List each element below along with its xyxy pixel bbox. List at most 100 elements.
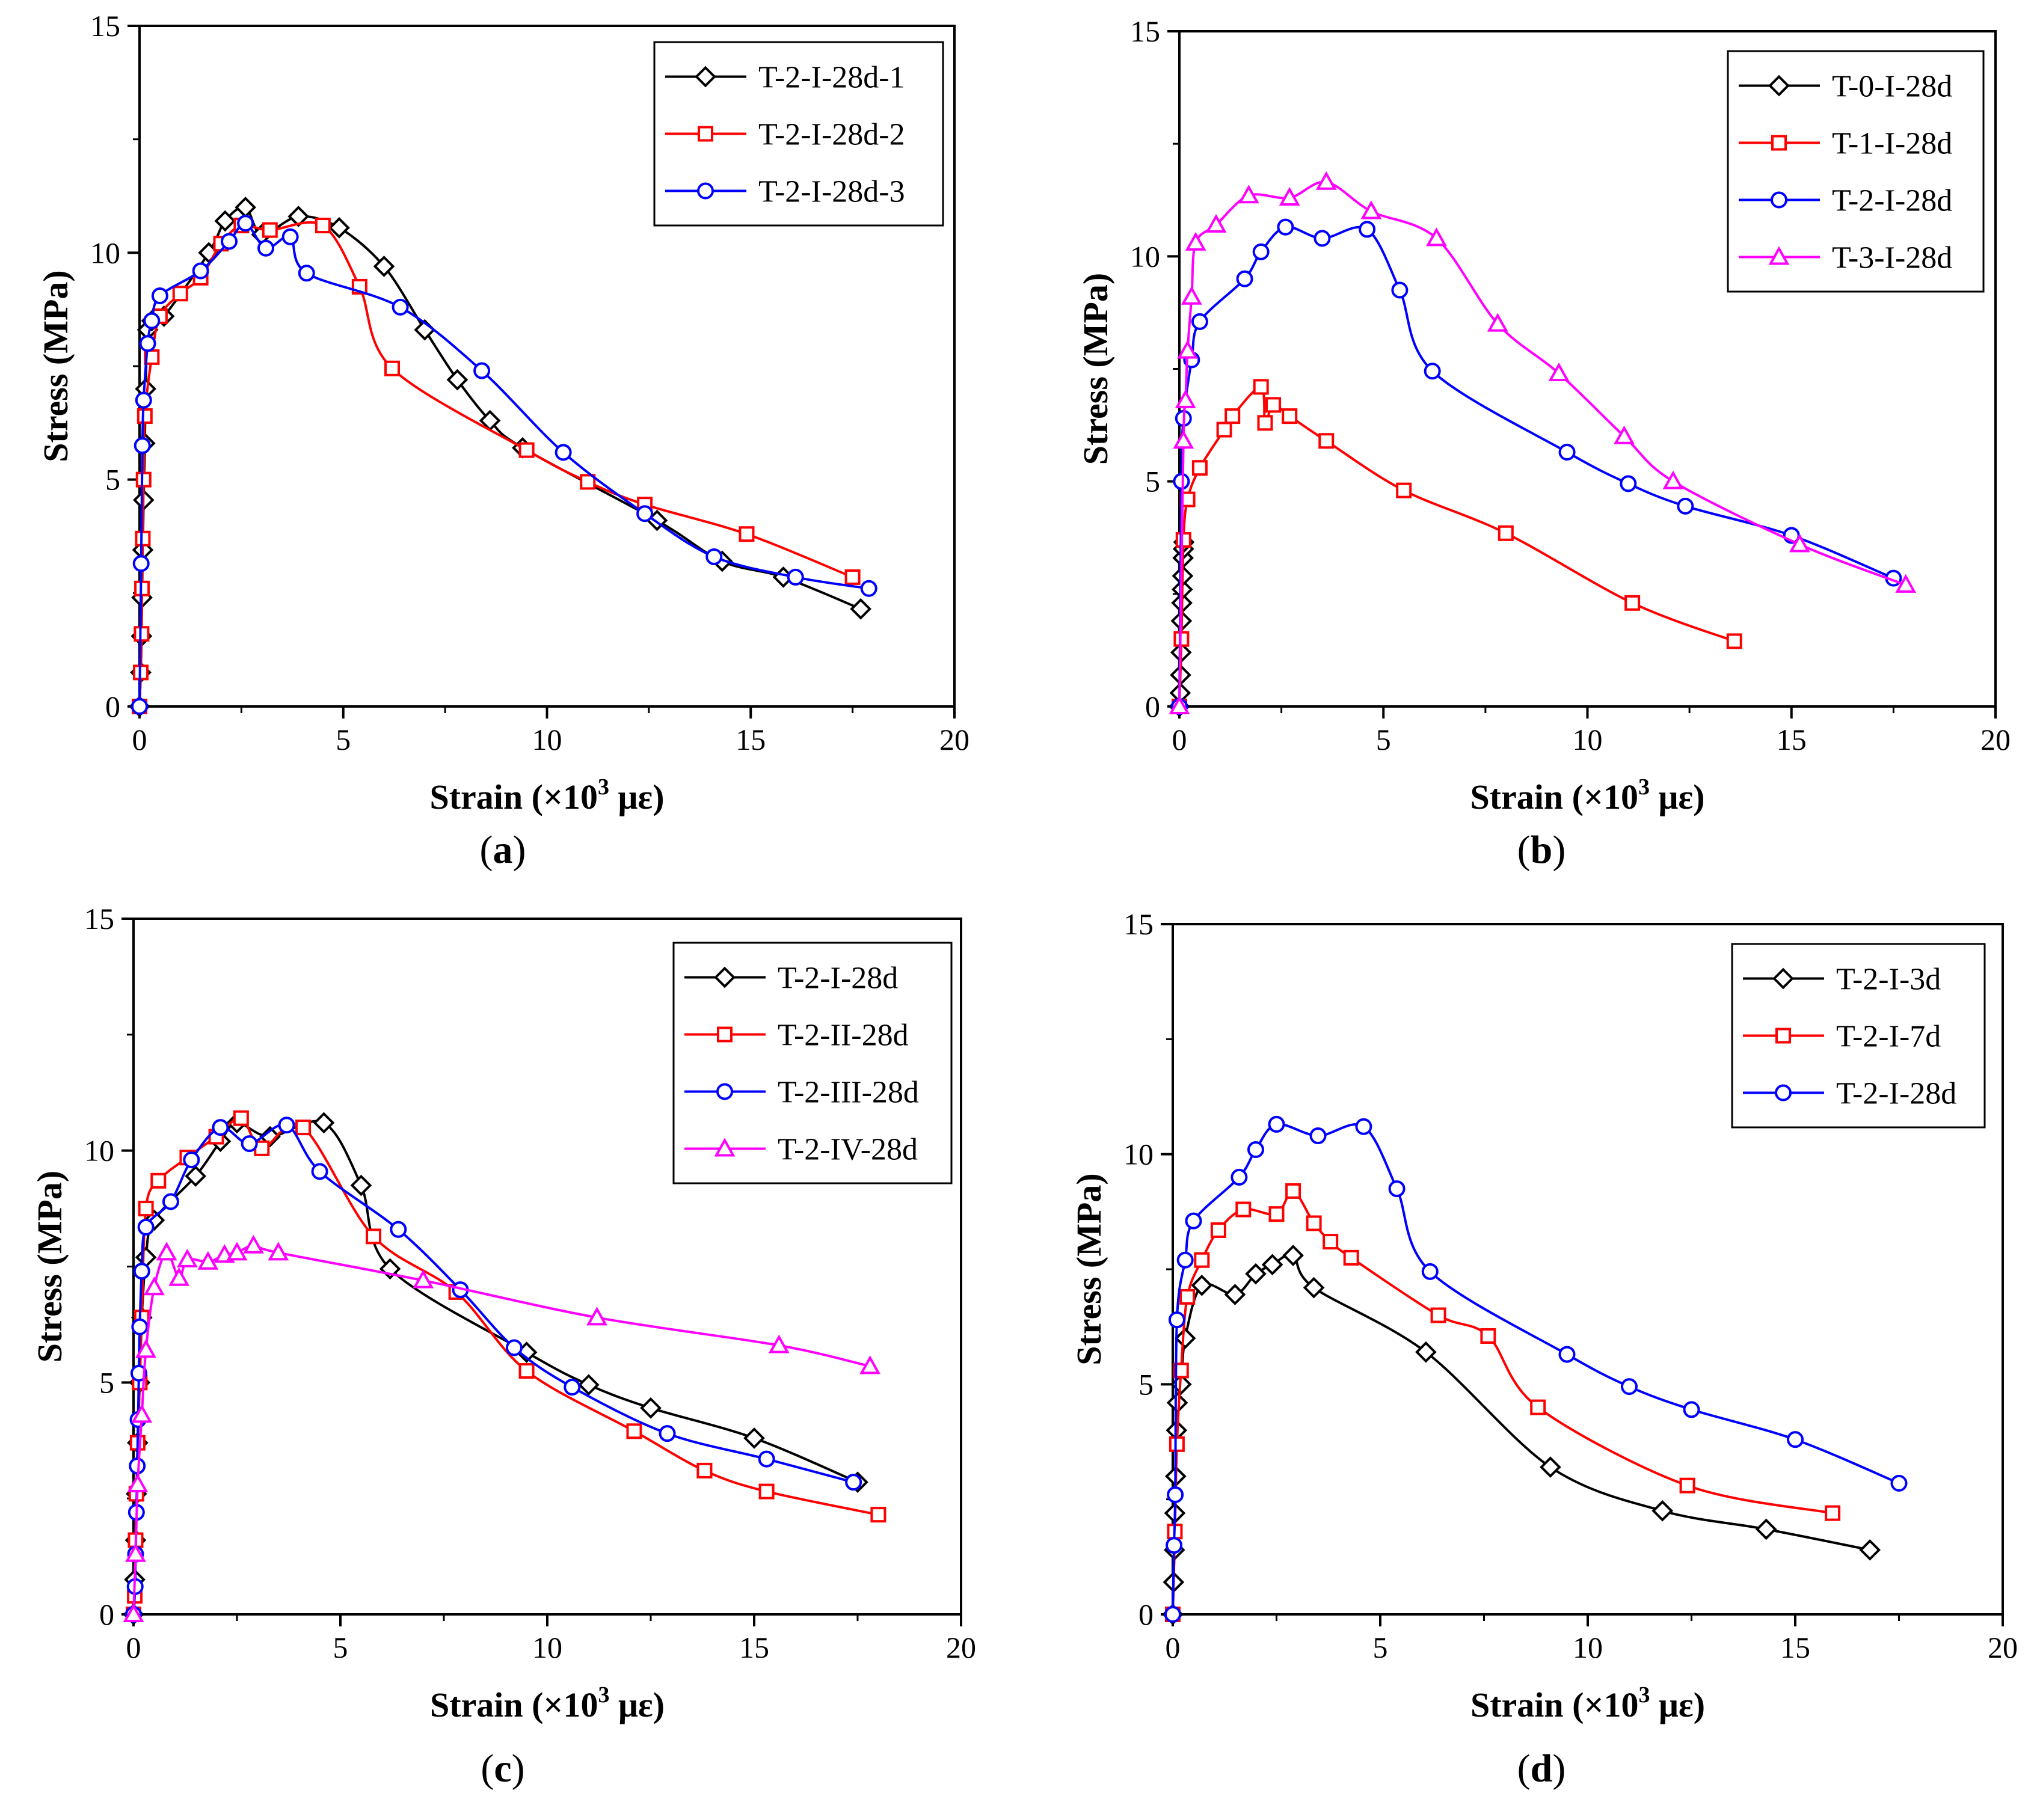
- data-point: [1253, 379, 1269, 395]
- series-line: [1172, 1123, 1900, 1615]
- x-tick-label: 20: [939, 723, 969, 756]
- data-point: [1558, 444, 1576, 461]
- data-point: [1245, 1263, 1267, 1285]
- series-T-2-I-7d: [1165, 1183, 1841, 1622]
- x-tick-label: 15: [1777, 723, 1807, 756]
- data-point: [696, 1462, 713, 1478]
- x-axis-title-unit: με): [1650, 777, 1704, 817]
- data-point: [1231, 1168, 1248, 1186]
- x-tick-label: 15: [736, 723, 766, 756]
- legend-label: T-0-I-28d: [1832, 70, 1952, 104]
- data-point: [1279, 186, 1300, 206]
- data-point: [1166, 1537, 1183, 1554]
- data-point: [659, 1425, 676, 1442]
- legend-label: T-2-I-3d: [1836, 963, 1941, 997]
- data-point: [150, 1172, 167, 1189]
- data-point: [1173, 473, 1190, 490]
- data-point: [1175, 532, 1191, 548]
- legend-box: [672, 942, 953, 1184]
- data-point: [366, 1228, 382, 1245]
- data-point: [298, 265, 315, 282]
- data-point: [1391, 281, 1409, 299]
- legend-label: T-2-I-28d: [1832, 184, 1952, 218]
- data-point: [287, 206, 310, 227]
- data-point: [860, 580, 877, 597]
- x-tick-label: 10: [532, 1631, 562, 1664]
- data-point: [1224, 1284, 1246, 1305]
- legend-box: [1727, 50, 1985, 293]
- data-point: [1282, 1245, 1304, 1266]
- y-tick-label: 15: [84, 902, 114, 936]
- data-point: [1235, 1201, 1252, 1218]
- data-point: [350, 1174, 372, 1196]
- data-point: [1167, 1486, 1184, 1504]
- data-point: [235, 197, 256, 218]
- data-point: [1179, 1288, 1196, 1305]
- legend-marker: [716, 1083, 733, 1100]
- x-tick-label: 10: [1573, 1631, 1603, 1664]
- data-point: [131, 1318, 149, 1335]
- data-point: [268, 1242, 289, 1261]
- legend: T-2-I-28d T-2-II-28d T-2-III-28d T-2-IV-28d: [672, 942, 953, 1184]
- x-axis-title-unit: με): [609, 777, 664, 817]
- data-point: [1185, 231, 1206, 251]
- data-point: [135, 471, 152, 488]
- data-point: [739, 526, 755, 542]
- chart-panel-a: 0 5 10 15 20 0 5 10 15 Strain (×103 με) Stress (MP…: [36, 9, 969, 872]
- data-point: [1205, 213, 1227, 233]
- panel-label-open: (: [481, 1747, 494, 1791]
- data-point: [143, 1276, 165, 1296]
- y-tick-label: 0: [1138, 1598, 1154, 1631]
- y-tick-label: 10: [90, 236, 120, 269]
- data-point: [1430, 1307, 1446, 1323]
- series-T-2-III-28d: [125, 1117, 862, 1623]
- data-point: [845, 1474, 862, 1491]
- data-point: [162, 1193, 179, 1210]
- legend-label: T-2-IV-28d: [778, 1133, 918, 1167]
- data-point: [1277, 218, 1294, 236]
- data-point: [1360, 200, 1382, 219]
- legend-marker: [697, 182, 714, 200]
- data-point: [313, 1112, 335, 1134]
- y-tick-label: 5: [99, 1365, 114, 1399]
- series-line: [132, 1244, 871, 1615]
- data-point: [233, 1110, 249, 1126]
- x-axis-title: Strain (×103 με): [430, 1682, 665, 1724]
- data-point: [1224, 408, 1241, 424]
- y-tick-label: 10: [1123, 1138, 1154, 1171]
- data-point: [1498, 525, 1514, 541]
- data-point: [185, 1165, 207, 1187]
- series-T-2-I-28d: [1164, 1115, 1908, 1623]
- data-point: [139, 335, 156, 352]
- data-point: [192, 262, 209, 280]
- legend-marker: [698, 126, 713, 142]
- data-point: [1540, 1456, 1561, 1478]
- legend-marker: [695, 66, 716, 88]
- series-line: [132, 1123, 854, 1615]
- data-point: [1303, 1276, 1325, 1299]
- data-point: [1318, 433, 1335, 449]
- data-point: [518, 1363, 535, 1379]
- y-tick-label: 0: [105, 690, 120, 723]
- x-tick-label: 0: [132, 723, 147, 756]
- data-point: [221, 233, 238, 250]
- x-axis-title: Strain (×103 με): [1470, 774, 1704, 817]
- panel-label-open: (: [480, 828, 493, 872]
- data-point: [705, 548, 723, 565]
- data-point: [214, 210, 236, 232]
- data-point: [586, 1307, 607, 1326]
- data-point: [844, 569, 861, 585]
- y-tick-label: 0: [99, 1598, 114, 1631]
- data-point: [212, 1119, 229, 1136]
- data-point: [177, 1248, 198, 1267]
- data-point: [226, 1242, 248, 1261]
- y-axis-title: Stress (MPa): [1069, 1173, 1108, 1365]
- data-point: [1173, 430, 1194, 449]
- legend-marker: [1772, 967, 1794, 990]
- panel-label-close: ): [512, 1747, 525, 1791]
- data-point: [1216, 421, 1232, 438]
- data-point: [1191, 460, 1208, 476]
- data-point: [1424, 363, 1441, 380]
- data-point: [1177, 340, 1198, 359]
- data-point: [1169, 695, 1190, 714]
